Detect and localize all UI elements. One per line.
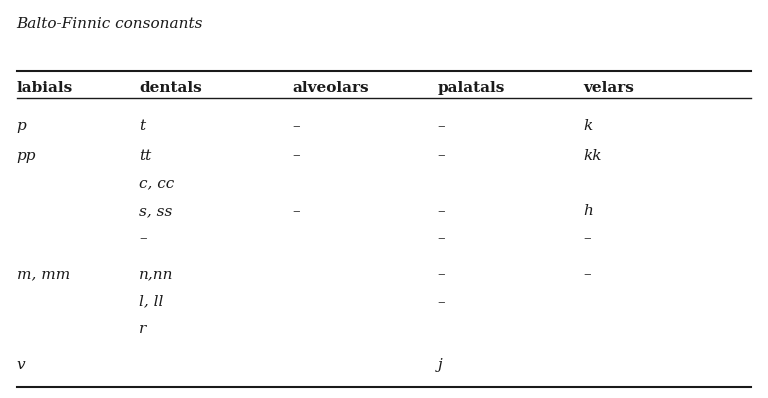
Text: –: – [583, 232, 591, 246]
Text: –: – [583, 267, 591, 281]
Text: k: k [583, 119, 592, 133]
Text: –: – [292, 119, 300, 133]
Text: velars: velars [583, 81, 634, 96]
Text: Balto-Finnic consonants: Balto-Finnic consonants [17, 17, 204, 31]
Text: tt: tt [139, 148, 151, 162]
Text: –: – [438, 204, 445, 218]
Text: labials: labials [17, 81, 73, 96]
Text: p: p [17, 119, 26, 133]
Text: n,nn: n,nn [139, 267, 174, 281]
Text: –: – [438, 295, 445, 309]
Text: alveolars: alveolars [292, 81, 369, 96]
Text: m, mm: m, mm [17, 267, 70, 281]
Text: h: h [583, 204, 593, 218]
Text: j: j [438, 358, 442, 372]
Text: pp: pp [17, 148, 36, 162]
Text: c, cc: c, cc [139, 176, 174, 190]
Text: v: v [17, 358, 25, 372]
Text: t: t [139, 119, 145, 133]
Text: l, ll: l, ll [139, 295, 164, 309]
Text: r: r [139, 322, 147, 336]
Text: –: – [292, 204, 300, 218]
Text: –: – [438, 267, 445, 281]
Text: –: – [438, 232, 445, 246]
Text: –: – [139, 232, 147, 246]
Text: s, ss: s, ss [139, 204, 173, 218]
Text: dentals: dentals [139, 81, 202, 96]
Text: –: – [438, 148, 445, 162]
Text: kk: kk [583, 148, 601, 162]
Text: –: – [438, 119, 445, 133]
Text: –: – [292, 148, 300, 162]
Text: palatals: palatals [438, 81, 505, 96]
